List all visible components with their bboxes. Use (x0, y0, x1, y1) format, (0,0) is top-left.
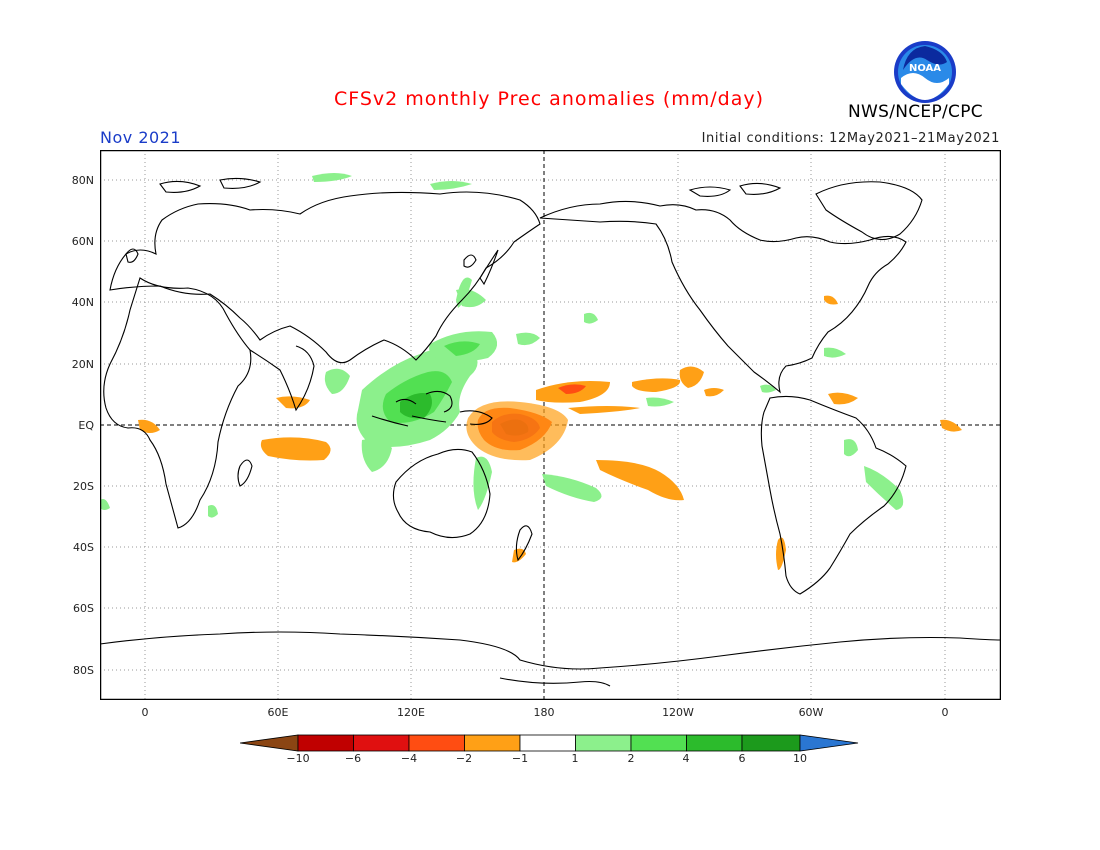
colorbar-bin (464, 734, 521, 752)
map-frame (100, 150, 1001, 700)
colorbar-label: −1 (511, 752, 529, 765)
lon-label: 180 (533, 706, 555, 719)
south-america-coast (760, 395, 907, 595)
lon-label: 60W (798, 706, 824, 719)
lat-label: 80S (73, 664, 94, 677)
colorbar-bin (240, 734, 299, 752)
lon-label: 0 (141, 706, 149, 719)
colorbar-label: 1 (571, 752, 579, 765)
colorbar-bin (575, 734, 632, 752)
precip-map (100, 150, 1001, 700)
colorbar-bin (353, 734, 410, 752)
initial-conditions: Initial conditions: 12May2021–21May2021 (701, 131, 1000, 146)
colorbar-bin (741, 734, 801, 752)
anomaly-shading (100, 173, 962, 570)
lat-label: 20S (73, 480, 94, 493)
colorbar-bin (297, 734, 354, 752)
lat-label: 40N (71, 296, 94, 309)
australia-coast (392, 448, 491, 539)
lon-label: 120W (662, 706, 694, 719)
lon-label: 60E (267, 706, 289, 719)
colorbar-label: −4 (400, 752, 418, 765)
forecast-month: Nov 2021 (100, 128, 182, 147)
north-america-coast (539, 200, 907, 394)
antarctica-coast (100, 631, 1001, 670)
colorbar-label: 10 (793, 752, 807, 765)
colorbar (240, 734, 859, 752)
lat-label: 60N (71, 235, 94, 248)
eurasia-coast (109, 191, 541, 364)
colorbar-bin (519, 734, 576, 752)
lon-label: 120E (397, 706, 425, 719)
colorbar-label: −10 (286, 752, 310, 765)
map-title: CFSv2 monthly Prec anomalies (mm/day) (333, 88, 765, 110)
colorbar-label: 4 (682, 752, 690, 765)
lat-label: 80N (71, 174, 94, 187)
noaa-logo-text: NOAA (909, 63, 941, 74)
colorbar-bin (408, 734, 465, 752)
colorbar-label: 6 (738, 752, 746, 765)
agency-label: NWS/NCEP/CPC (848, 102, 983, 122)
lon-label: 0 (941, 706, 949, 719)
lat-label: EQ (78, 419, 94, 432)
lat-label: 20N (71, 358, 94, 371)
lat-label: 60S (73, 602, 94, 615)
colorbar-bin (799, 734, 859, 752)
colorbar-label: −6 (344, 752, 362, 765)
noaa-logo: NOAA (894, 41, 956, 103)
colorbar-bin (630, 734, 687, 752)
colorbar-bin (686, 734, 743, 752)
lat-label: 40S (73, 541, 94, 554)
colorbar-label: 2 (627, 752, 635, 765)
africa-coast (103, 277, 252, 529)
coastlines (100, 177, 1001, 687)
colorbar-label: −2 (455, 752, 473, 765)
dry-core-fringe (466, 401, 568, 461)
